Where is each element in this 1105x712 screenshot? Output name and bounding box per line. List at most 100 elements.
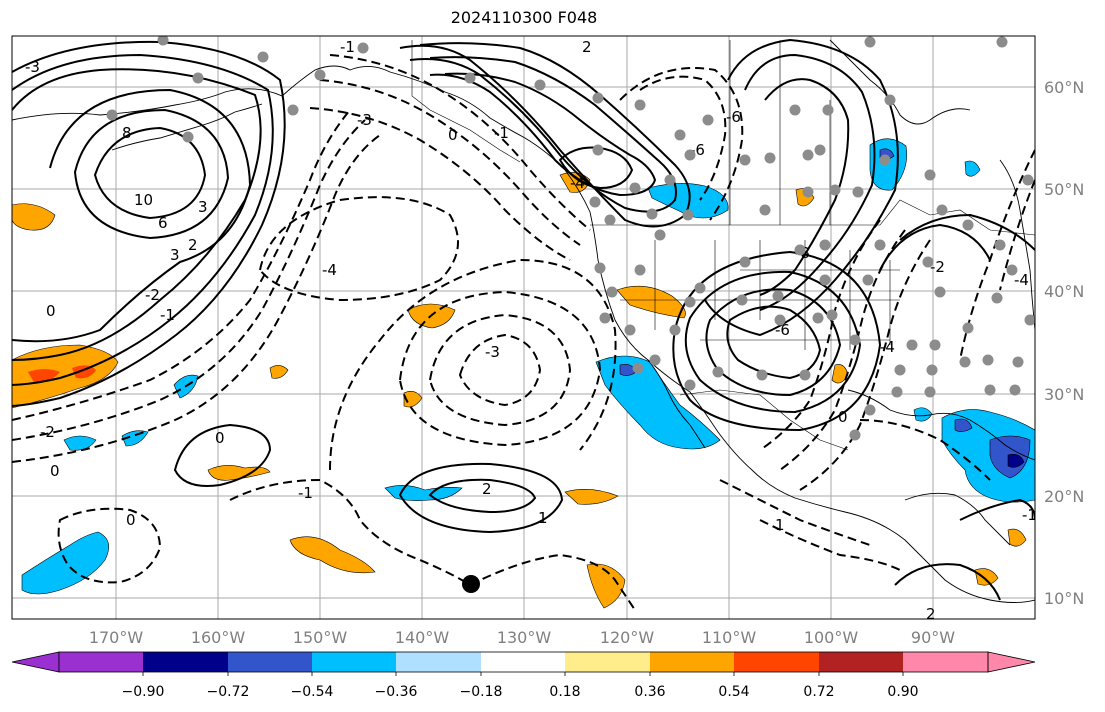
station-dot (606, 286, 618, 298)
station-dot (991, 292, 1003, 304)
lat-tick-label: 20°N (1044, 487, 1084, 506)
contour-label: 0 (448, 126, 458, 144)
contour-low-southwest (726, 305, 822, 380)
contour-label: -3 (25, 58, 40, 76)
station-dot (774, 314, 786, 326)
station-dot (759, 204, 771, 216)
lon-tick-label: 140°W (395, 628, 450, 647)
contour-label: -1 (160, 306, 175, 324)
station-dot (926, 364, 938, 376)
contour-label: -3 (485, 343, 500, 361)
shade-orange-patch (974, 568, 999, 586)
station-dot (891, 386, 903, 398)
station-dot (879, 154, 891, 166)
station-dot (802, 186, 814, 198)
positive-contours (12, 38, 1035, 601)
station-dot (157, 36, 169, 46)
station-dot (1009, 384, 1021, 396)
lon-tick-label: 160°W (191, 628, 246, 647)
station-dot (764, 152, 776, 164)
colorbar-bin (734, 652, 819, 672)
coastline-yucatan (904, 492, 1011, 546)
station-dot (802, 149, 814, 161)
station-dot (736, 294, 748, 306)
station-dot (994, 239, 1006, 251)
colorbar-bin (143, 652, 228, 672)
colorbar-bin (565, 652, 650, 672)
lat-tick-label: 40°N (1044, 282, 1084, 301)
coastline-westcoast (589, 211, 1035, 603)
station-dot (894, 364, 906, 376)
colorbar-bin (819, 652, 903, 672)
contour-central-low (428, 313, 572, 427)
shade-blue-patch (913, 407, 933, 422)
station-dot (314, 69, 326, 81)
shade-orange-patch (12, 203, 56, 231)
contour-ak-trough (329, 54, 591, 231)
contour-label: -1 (298, 484, 313, 502)
lon-tick-label: 100°W (804, 628, 859, 647)
colorbar-tick-label: 0.36 (634, 684, 665, 700)
station-dot (814, 144, 826, 156)
shade-orange-patch (289, 536, 376, 574)
station-dot (1024, 314, 1035, 326)
station-dot (929, 339, 941, 351)
contour-label: -4 (570, 174, 585, 192)
lon-tick-label: 170°W (89, 628, 144, 647)
shade-orange-patch (403, 391, 423, 408)
lat-tick-label: 10°N (1044, 589, 1084, 608)
colorbar-tick-label: 0.72 (803, 684, 834, 700)
contour-label: -2 (145, 286, 160, 304)
station-dot (599, 312, 611, 324)
contour-label: 0 (215, 429, 225, 447)
shade-red-patch (28, 369, 60, 384)
contour-label: 0 (838, 408, 848, 426)
colorbar-extend-max (987, 651, 1036, 673)
shade-orange-patch (269, 365, 289, 379)
contour-label: -1 (494, 124, 509, 142)
colorbar-bin (396, 652, 481, 672)
lon-tick-label: 130°W (497, 628, 552, 647)
map-frame (11, 35, 1036, 620)
station-dot (819, 274, 831, 286)
contour-label: -6 (726, 108, 741, 126)
station-dot (874, 239, 886, 251)
contour-southeast (894, 498, 1035, 601)
colorbar-bin (903, 652, 988, 672)
contour-label: -2 (40, 423, 55, 441)
contour-label: -4 (322, 261, 337, 279)
colorbar-bin (312, 652, 396, 672)
contour-label: 0 (126, 511, 136, 529)
station-dot (594, 262, 606, 274)
colorbar-bin (59, 652, 143, 672)
contour-central-low (329, 258, 617, 471)
coastline-alaska (12, 65, 591, 213)
shade-red-patch (72, 365, 96, 379)
contour-label: -6 (775, 321, 790, 339)
border-canada-us (590, 199, 1035, 236)
shade-navy-patch (1007, 454, 1025, 468)
contour-label: -4 (880, 338, 895, 356)
contour-high-west (12, 40, 286, 407)
station-dot (864, 404, 876, 416)
colorbar-tick-label: −0.36 (375, 684, 418, 700)
station-dot (739, 154, 751, 166)
contour-small-high (398, 462, 564, 534)
station-dot (654, 229, 666, 241)
contour-label: 3 (198, 198, 208, 216)
station-dot (959, 356, 971, 368)
shade-orange-patch (207, 465, 271, 481)
contour-low-southwest (684, 270, 862, 414)
shade-orange-patch (564, 488, 619, 505)
contour-bc-trough (619, 67, 744, 221)
contour-label: -1 (340, 38, 355, 56)
station-dot (996, 36, 1008, 48)
contour-label: 0 (46, 302, 56, 320)
lat-tick-label: 50°N (1044, 180, 1084, 199)
station-dot (962, 322, 974, 334)
station-dot (682, 209, 694, 221)
contour-label: 2 (482, 480, 492, 498)
station-dot (534, 79, 546, 91)
station-dot (1012, 356, 1024, 368)
